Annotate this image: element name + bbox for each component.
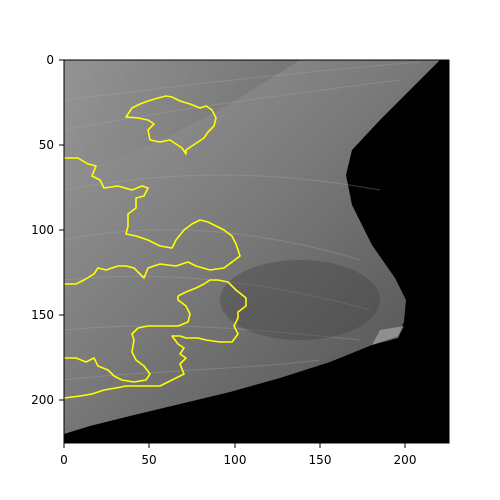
y-axis: 0 50 100 150 200 [31,53,64,407]
segmentation-contours [63,95,247,399]
y-tick-label: 50 [39,138,54,152]
nipple-region [372,326,404,345]
x-tick-label: 50 [141,453,156,467]
x-axis: 0 50 100 150 200 [60,443,416,467]
y-tick-label: 100 [31,223,54,237]
pectoral-region [64,60,300,175]
y-tick-label: 150 [31,308,54,322]
contour-lower-left [64,296,191,383]
contour-top [125,95,217,155]
y-tick-label: 0 [46,53,54,67]
x-tick-label: 200 [394,453,417,467]
contour-right-mid [63,279,247,399]
x-tick-label: 0 [60,453,68,467]
axes-frame [63,59,450,444]
dense-region [220,260,380,340]
x-tick-label: 150 [309,453,332,467]
x-tick-label: 100 [224,453,247,467]
breast-tissue [64,60,440,434]
contour-large-left [64,157,241,285]
tissue-strands [64,61,421,381]
y-tick-label: 200 [31,393,54,407]
mammogram-image [64,60,449,443]
